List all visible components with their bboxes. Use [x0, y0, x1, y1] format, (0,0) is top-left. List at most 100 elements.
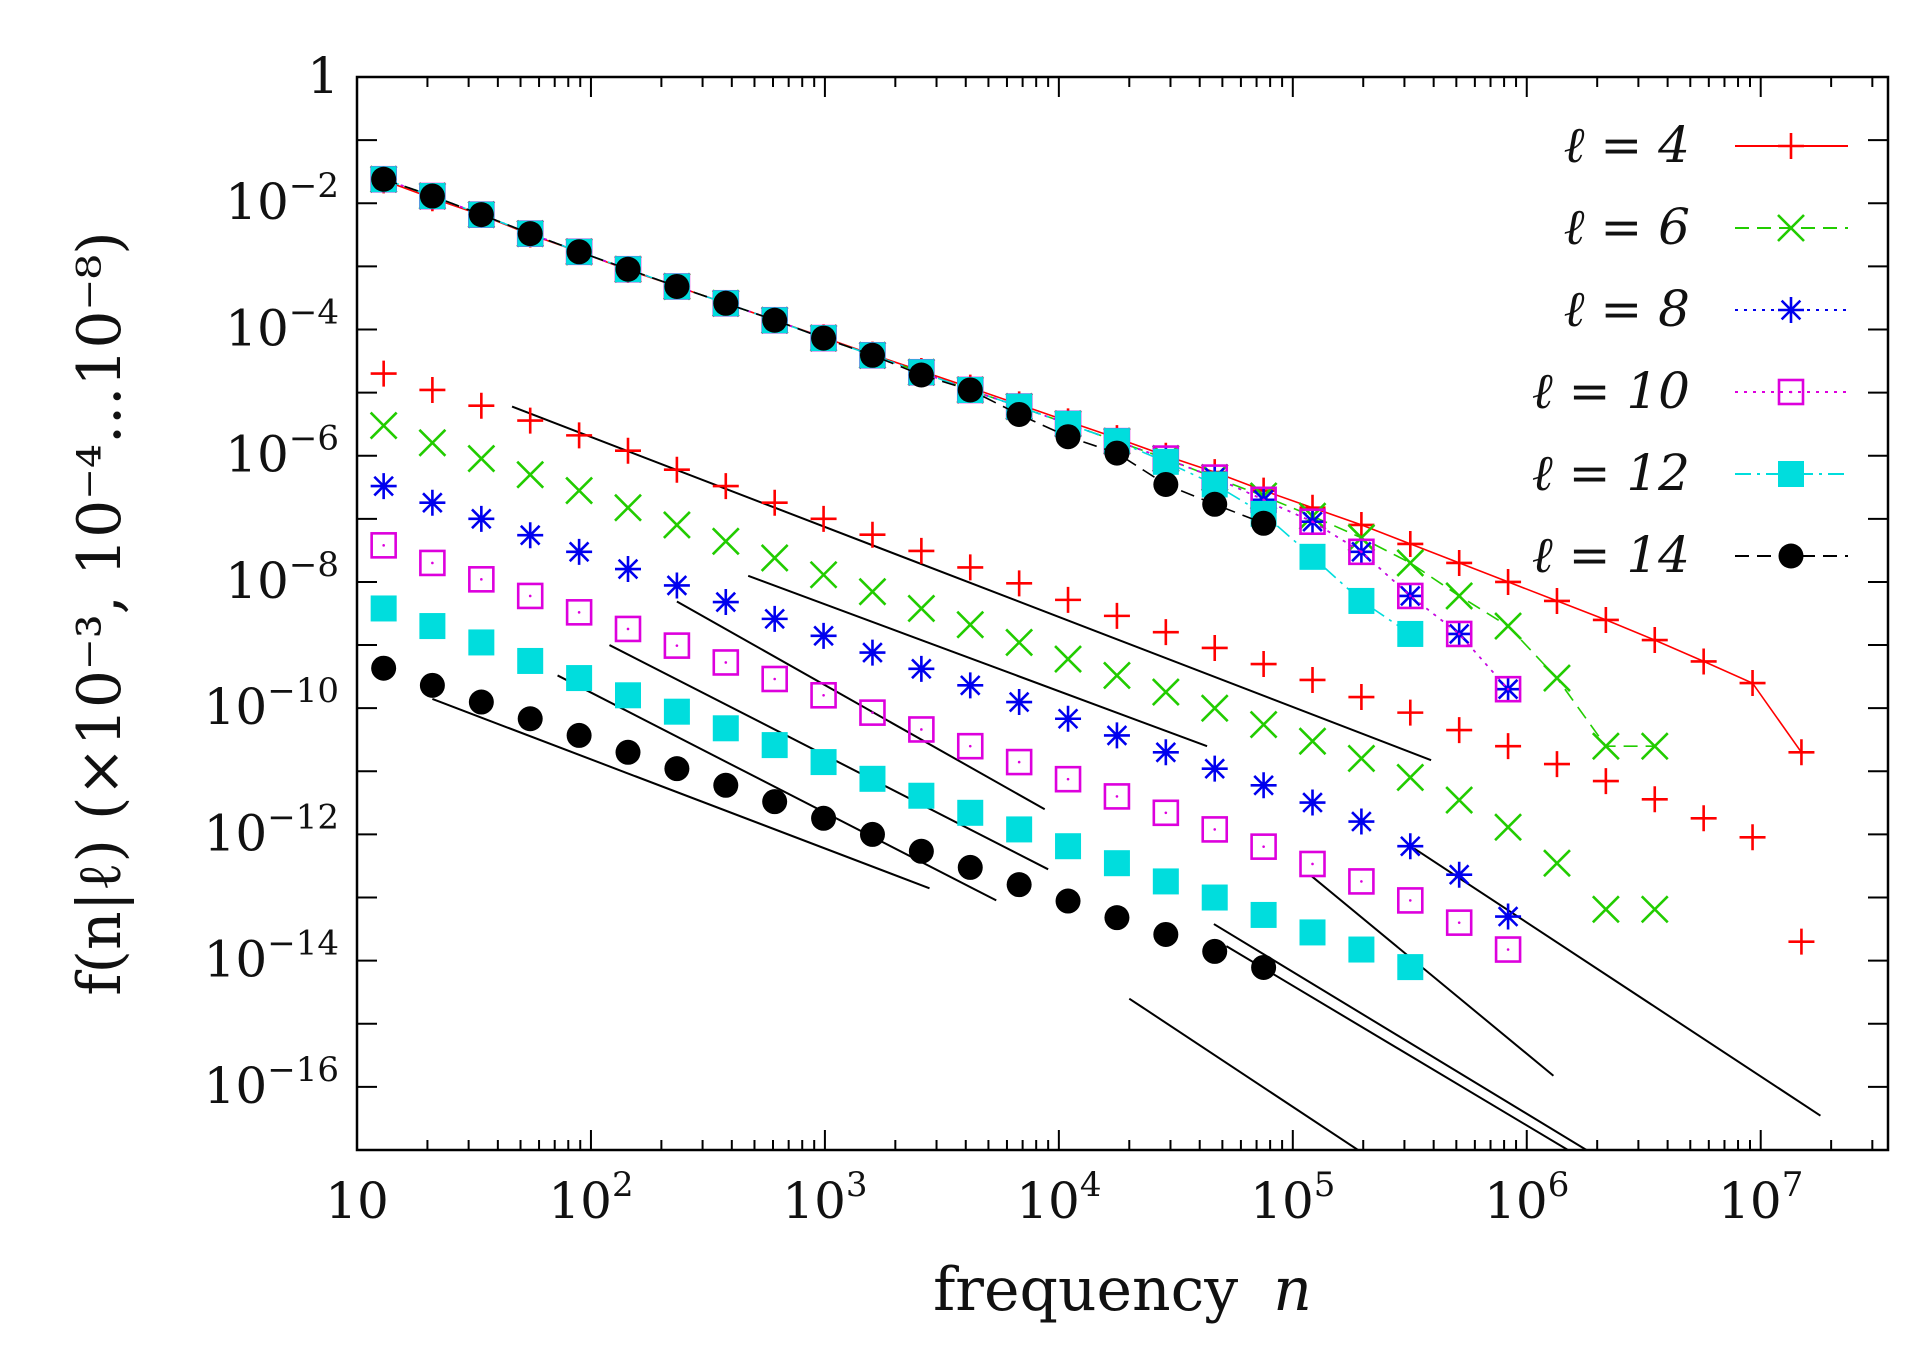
data-point-scaled: [1299, 919, 1326, 946]
y-tick-label: 1: [307, 47, 339, 105]
data-point-scaled: [1103, 602, 1130, 629]
data-point-unscaled: [1445, 582, 1474, 610]
data-point-scaled: [908, 537, 935, 564]
data-point-unscaled: [957, 377, 983, 403]
legend-entry: ℓ = 12: [1532, 444, 1848, 502]
data-point-scaled: [663, 572, 690, 599]
power-law-fit-line: [1413, 847, 1821, 1117]
legend-marker: [1778, 461, 1804, 487]
data-point-scaled: [1152, 868, 1179, 895]
legend: ℓ = 4 ℓ = 6 ℓ = 8 ℓ = 10 ℓ = 12 ℓ = 14: [1532, 116, 1848, 584]
data-point-scaled: [370, 360, 397, 387]
legend-label: ℓ = 12: [1532, 444, 1690, 502]
data-point-scaled: [370, 595, 397, 622]
data-point-scaled: [517, 706, 543, 732]
x-tick-label: 104: [1016, 1165, 1101, 1230]
data-point-scaled: [1201, 884, 1228, 911]
data-point-unscaled: [1494, 612, 1522, 640]
data-point-scaled: [1005, 748, 1033, 776]
data-point-scaled: [1202, 938, 1228, 964]
data-point-unscaled: [1152, 448, 1179, 475]
data-point-unscaled: [811, 325, 837, 351]
plot-layer: [369, 165, 1821, 1150]
data-point-scaled: [663, 632, 691, 659]
data-point-unscaled: [1396, 582, 1424, 610]
data-point-scaled: [858, 577, 887, 606]
data-point-scaled: [1055, 833, 1082, 860]
data-point-scaled: [859, 821, 885, 847]
data-point-scaled: [1348, 808, 1375, 835]
data-point-scaled: [956, 610, 985, 639]
data-point-scaled: [565, 599, 593, 626]
data-point-unscaled: [1251, 510, 1277, 536]
power-law-fit-line: [1225, 945, 1569, 1150]
x-tick-label: 107: [1718, 1165, 1803, 1230]
data-point-scaled: [615, 739, 641, 765]
data-point-unscaled: [1397, 530, 1424, 557]
x-axis-title-text: frequency: [933, 1255, 1238, 1325]
data-point-scaled: [1543, 849, 1571, 878]
data-point-unscaled: [1495, 568, 1522, 595]
data-point-scaled: [1006, 816, 1033, 843]
data-point-scaled: [859, 765, 886, 792]
data-point-scaled: [1690, 805, 1717, 832]
x-tick-label: 103: [782, 1165, 867, 1230]
legend-label: ℓ = 8: [1564, 280, 1690, 338]
data-point-scaled: [957, 799, 984, 826]
data-point-scaled: [1250, 901, 1277, 928]
data-point-scaled: [1201, 634, 1228, 661]
data-point-scaled: [566, 538, 593, 565]
data-point-unscaled: [1348, 538, 1375, 566]
data-point-unscaled: [1690, 648, 1717, 675]
data-point-scaled: [419, 549, 446, 577]
data-point-scaled: [1249, 710, 1278, 739]
data-point-scaled: [810, 505, 837, 532]
data-point-scaled: [1348, 868, 1375, 895]
data-point-scaled: [566, 722, 592, 748]
data-point-scaled: [1006, 689, 1033, 716]
data-point-scaled: [1054, 645, 1082, 673]
data-point-unscaled: [1641, 627, 1668, 654]
y-tick-label: 10−12: [204, 797, 339, 862]
data-point-unscaled: [1445, 620, 1473, 648]
data-point-unscaled: [371, 166, 397, 192]
data-point-unscaled: [908, 362, 934, 388]
data-point-unscaled: [1543, 587, 1570, 614]
data-point-unscaled: [468, 202, 494, 228]
legend-marker: [1778, 133, 1804, 159]
data-point-scaled: [762, 789, 788, 815]
data-point-scaled: [1397, 699, 1424, 726]
data-point-scaled: [908, 716, 935, 743]
legend-label: ℓ = 6: [1564, 198, 1690, 256]
legend-label: ℓ = 14: [1532, 526, 1690, 584]
power-law-fit-line: [1213, 923, 1588, 1150]
data-point-scaled: [1103, 850, 1130, 877]
legend-marker: [1777, 378, 1805, 406]
data-point-unscaled: [1202, 491, 1228, 517]
data-point-unscaled: [1299, 508, 1326, 536]
data-point-scaled: [1103, 722, 1130, 749]
data-point-scaled: [908, 655, 935, 682]
data-point-scaled: [1054, 765, 1082, 793]
data-point-scaled: [614, 493, 642, 522]
data-point-scaled: [468, 566, 495, 593]
y-tick-label: 10−8: [225, 545, 339, 610]
y-tick-label: 10−6: [225, 419, 339, 484]
data-point-scaled: [1152, 799, 1180, 827]
x-tick-label: 102: [548, 1165, 633, 1230]
data-point-unscaled: [419, 183, 445, 209]
data-point-scaled: [663, 456, 690, 483]
data-point-unscaled: [1739, 670, 1766, 697]
data-point-scaled: [1347, 744, 1376, 773]
data-point-scaled: [1055, 586, 1082, 613]
data-point-scaled: [1445, 909, 1473, 936]
data-point-scaled: [908, 838, 934, 864]
data-point-scaled: [761, 605, 788, 632]
data-point-scaled: [468, 629, 495, 656]
data-point-scaled: [1152, 739, 1179, 766]
data-point-unscaled: [1592, 606, 1619, 633]
data-point-scaled: [956, 732, 984, 760]
data-point-scaled: [517, 647, 544, 674]
legend-entry: ℓ = 14: [1532, 526, 1848, 584]
